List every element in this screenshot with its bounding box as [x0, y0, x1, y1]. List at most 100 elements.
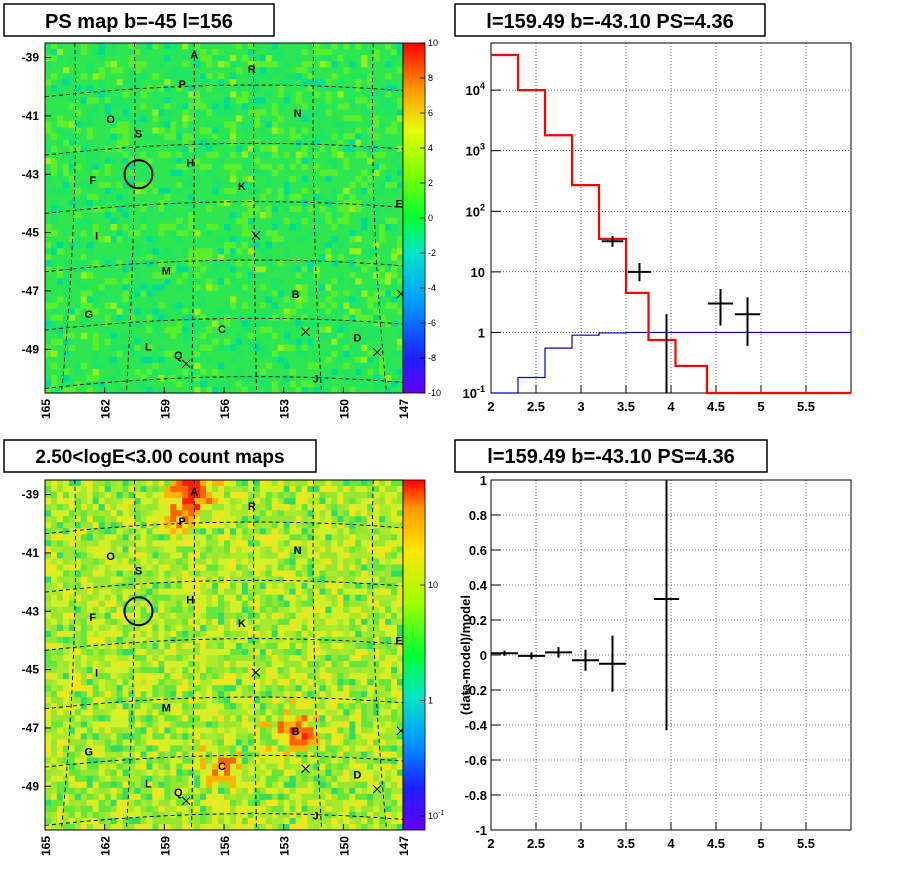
map-pixel [218, 387, 225, 393]
map-pixel [218, 576, 225, 583]
map-pixel [289, 127, 296, 134]
map-pixel [259, 350, 267, 358]
map-pixel [218, 121, 225, 128]
map-pixel [170, 266, 177, 273]
map-pixel [134, 115, 141, 122]
map-pixel [265, 564, 273, 571]
map-pixel [355, 576, 362, 583]
map-pixel [200, 769, 207, 777]
map-pixel [355, 338, 362, 346]
map-pixel [158, 618, 165, 626]
map-pixel [295, 504, 302, 511]
map-pixel [355, 380, 362, 388]
x-tick-label: 147 [397, 399, 411, 419]
map-pixel [218, 534, 225, 541]
map-pixel [253, 139, 261, 146]
map-pixel [271, 320, 278, 327]
map-pixel [385, 588, 392, 595]
map-pixel [235, 655, 243, 662]
map-pixel [277, 260, 284, 267]
map-pixel [170, 546, 177, 553]
map-pixel [271, 387, 278, 393]
y-tick-label: -0.8 [465, 788, 487, 803]
map-pixel [253, 612, 261, 620]
map-pixel [289, 805, 296, 813]
map-pixel [247, 715, 255, 722]
map-pixel [325, 751, 332, 758]
map-pixel [271, 661, 278, 668]
map-pixel [361, 522, 368, 529]
map-pixel [349, 570, 356, 577]
map-pixel [224, 799, 231, 807]
map-pixel [116, 612, 123, 620]
map-pixel [51, 498, 58, 505]
map-pixel [277, 721, 284, 728]
map-pixel [206, 73, 213, 80]
map-pixel [295, 564, 302, 571]
map-pixel [355, 697, 362, 704]
map-pixel [140, 169, 147, 177]
map-pixel [235, 504, 243, 511]
map-pixel [104, 492, 111, 499]
map-pixel [373, 242, 380, 249]
map-pixel [146, 564, 153, 571]
map-pixel [164, 278, 171, 285]
map-pixel [200, 558, 207, 565]
map-pixel [134, 380, 141, 388]
map-pixel [176, 649, 183, 656]
map-pixel [212, 824, 219, 830]
map-pixel [134, 558, 141, 565]
map-pixel [122, 721, 129, 728]
map-pixel [241, 600, 249, 608]
map-pixel [361, 588, 368, 595]
map-pixel [307, 612, 314, 620]
map-pixel [224, 811, 231, 819]
map-pixel [349, 751, 356, 758]
map-pixel [277, 91, 284, 98]
map-pixel [331, 600, 338, 608]
map-pixel [68, 769, 76, 777]
map-pixel [355, 480, 362, 487]
map-pixel [391, 649, 398, 656]
map-pixel [104, 272, 111, 279]
map-pixel [98, 558, 105, 565]
map-pixel [391, 486, 398, 493]
map-pixel [325, 781, 332, 789]
map-pixel [230, 127, 237, 134]
map-pixel [373, 326, 380, 333]
map-pixel [51, 199, 58, 207]
map-pixel [325, 91, 332, 98]
map-pixel [253, 721, 261, 728]
map-pixel [343, 516, 350, 523]
map-pixel [182, 697, 189, 704]
map-pixel [349, 248, 356, 255]
map-pixel [140, 606, 147, 614]
map-pixel [212, 480, 219, 487]
map-pixel [253, 824, 261, 830]
ps-map-title-box [3, 3, 275, 37]
map-pixel [206, 55, 213, 62]
map-pixel [218, 594, 225, 602]
map-pixel [152, 697, 159, 704]
map-pixel [367, 715, 374, 722]
map-pixel [373, 793, 380, 801]
map-pixel [146, 492, 153, 499]
map-pixel [86, 516, 94, 523]
map-pixel [51, 576, 58, 583]
map-pixel [301, 522, 308, 529]
map-pixel [110, 344, 117, 352]
map-pixel [128, 817, 135, 825]
map-pixel [391, 266, 398, 273]
map-pixel [349, 757, 356, 764]
map-pixel [259, 486, 267, 493]
map-pixel [283, 362, 290, 370]
map-pixel [80, 528, 88, 535]
map-pixel [206, 824, 213, 830]
map-pixel [361, 781, 368, 789]
map-pixel [230, 151, 237, 158]
map-pixel [176, 661, 183, 668]
map-pixel [51, 781, 58, 789]
map-pixel [86, 302, 94, 309]
map-pixel [56, 582, 64, 589]
map-pixel [271, 612, 278, 620]
